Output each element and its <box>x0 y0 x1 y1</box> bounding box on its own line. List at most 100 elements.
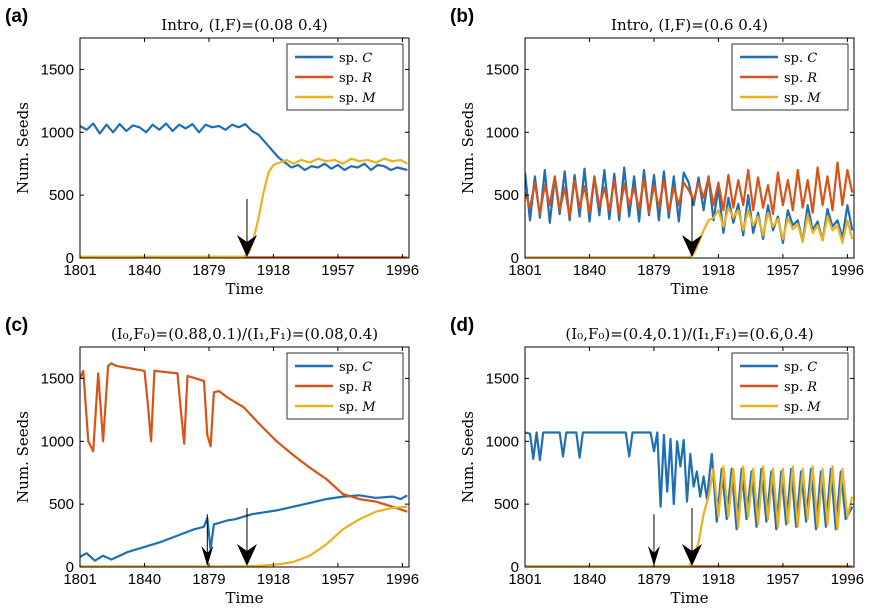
series-group <box>80 122 408 258</box>
panel-title: Intro, (I,F)=(0.08 0.4) <box>161 16 327 34</box>
x-tick-label: 1918 <box>257 262 290 279</box>
y-axis-label: Num. Seeds <box>14 411 32 503</box>
x-tick-label: 1918 <box>702 571 735 588</box>
x-tick-label: 1801 <box>508 571 541 588</box>
x-tick-label: 1801 <box>508 262 541 279</box>
legend-entry: sp. R <box>339 71 372 86</box>
axes-box <box>79 346 410 568</box>
series-line-spm <box>80 505 408 567</box>
y-tick-label: 0 <box>511 559 519 576</box>
series-line-spm <box>525 206 854 258</box>
x-tick-label: 1840 <box>573 262 606 279</box>
legend: sp. C sp. R sp. M <box>731 43 849 111</box>
arrow-head <box>681 544 702 566</box>
panel-title: (I₀,F₀)=(0.4,0.1)/(I₁,F₁)=(0.6,0.4) <box>565 325 813 343</box>
x-tick-label: 1840 <box>128 571 161 588</box>
x-axis-label: Time <box>226 280 264 298</box>
panel-letter: (d) <box>450 315 474 336</box>
legend-entry: sp. R <box>784 71 817 86</box>
x-tick-label: 1996 <box>386 571 419 588</box>
panel-b: (b) Intro, (I,F)=(0.6 0.4) 1801 1840 1879 191… <box>450 6 864 298</box>
y-tick-label: 1000 <box>41 124 74 141</box>
legend: sp. C sp. R sp. M <box>286 43 404 111</box>
legend-entry: sp. R <box>339 380 372 395</box>
x-tick-label: 1996 <box>386 262 419 279</box>
legend-entry: sp. C <box>784 360 817 375</box>
arrow-head <box>647 546 660 566</box>
arrow-head <box>201 546 214 566</box>
x-axis-label: Time <box>671 280 709 298</box>
x-tick-label: 1996 <box>831 262 864 279</box>
x-axis-label: Time <box>671 589 709 607</box>
legend: sp. C sp. R sp. M <box>731 352 849 420</box>
axes-box <box>524 346 855 568</box>
x-tick-label: 1918 <box>702 262 735 279</box>
y-tick-label: 500 <box>49 187 74 204</box>
legend: sp. C sp. R sp. M <box>286 352 404 420</box>
x-tick-label: 1879 <box>192 262 225 279</box>
y-tick-label: 1000 <box>41 433 74 450</box>
x-tick-label: 1840 <box>128 262 161 279</box>
series-line-spc <box>525 431 854 531</box>
x-tick-label: 1996 <box>831 571 864 588</box>
y-tick-label: 1000 <box>486 124 519 141</box>
panel-letter: (a) <box>5 6 28 27</box>
x-tick-label: 1957 <box>766 571 799 588</box>
y-tick-label: 1500 <box>486 61 519 78</box>
x-tick-label: 1801 <box>63 571 96 588</box>
series-line-spm <box>525 465 854 567</box>
x-axis-label: Time <box>226 589 264 607</box>
series-line-spm <box>80 157 408 258</box>
x-tick-label: 1957 <box>321 262 354 279</box>
panel-title: Intro, (I,F)=(0.6 0.4) <box>611 16 768 34</box>
x-tick-label: 1957 <box>321 571 354 588</box>
arrow-head <box>236 235 257 257</box>
legend-entry: sp. M <box>784 91 821 106</box>
series-line-spr <box>525 161 854 218</box>
y-tick-label: 1500 <box>41 370 74 387</box>
panel-d: (d) (I₀,F₀)=(0.4,0.1)/(I₁,F₁)=(0.6,0.4) 18… <box>450 315 864 607</box>
y-tick-label: 1500 <box>41 61 74 78</box>
y-axis-label: Num. Seeds <box>14 102 32 194</box>
legend-entry: sp. M <box>784 400 821 415</box>
series-line-spc <box>80 122 408 172</box>
x-tick-label: 1918 <box>257 571 290 588</box>
y-tick-label: 0 <box>66 250 74 267</box>
x-tick-label: 1879 <box>637 262 670 279</box>
y-tick-label: 0 <box>511 250 519 267</box>
axes-box <box>79 37 410 259</box>
y-tick-label: 1500 <box>486 370 519 387</box>
legend-entry: sp. R <box>784 380 817 395</box>
x-tick-label: 1879 <box>637 571 670 588</box>
series-line-spr <box>80 362 408 513</box>
panel-c: (c) (I₀,F₀)=(0.88,0.1)/(I₁,F₁)=(0.08,0.4)… <box>5 315 419 607</box>
series-group <box>525 431 854 567</box>
series-group <box>525 161 854 258</box>
series-line-spc <box>80 494 408 562</box>
legend-entry: sp. C <box>339 51 372 66</box>
panel-letter: (c) <box>5 315 28 336</box>
series-group <box>80 362 408 567</box>
series-line-spc <box>525 166 854 244</box>
legend-entry: sp. M <box>339 91 376 106</box>
y-tick-label: 0 <box>66 559 74 576</box>
panel-title: (I₀,F₀)=(0.88,0.1)/(I₁,F₁)=(0.08,0.4) <box>111 325 378 343</box>
y-tick-label: 500 <box>494 187 519 204</box>
legend-entry: sp. M <box>339 400 376 415</box>
x-tick-label: 1879 <box>192 571 225 588</box>
x-tick-label: 1840 <box>573 571 606 588</box>
y-axis-label: Num. Seeds <box>459 411 477 503</box>
y-tick-label: 500 <box>494 496 519 513</box>
legend-entry: sp. C <box>339 360 372 375</box>
panel-a: (a) Intro, (I,F)=(0.08 0.4) 1801 1840 1879 19… <box>5 6 419 298</box>
axes-box <box>524 37 855 259</box>
y-axis-label: Num. Seeds <box>459 102 477 194</box>
panel-letter: (b) <box>450 6 474 27</box>
legend-entry: sp. C <box>784 51 817 66</box>
x-tick-label: 1801 <box>63 262 96 279</box>
arrow-head <box>681 235 702 257</box>
y-tick-label: 1000 <box>486 433 519 450</box>
x-tick-label: 1957 <box>766 262 799 279</box>
y-tick-label: 500 <box>49 496 74 513</box>
